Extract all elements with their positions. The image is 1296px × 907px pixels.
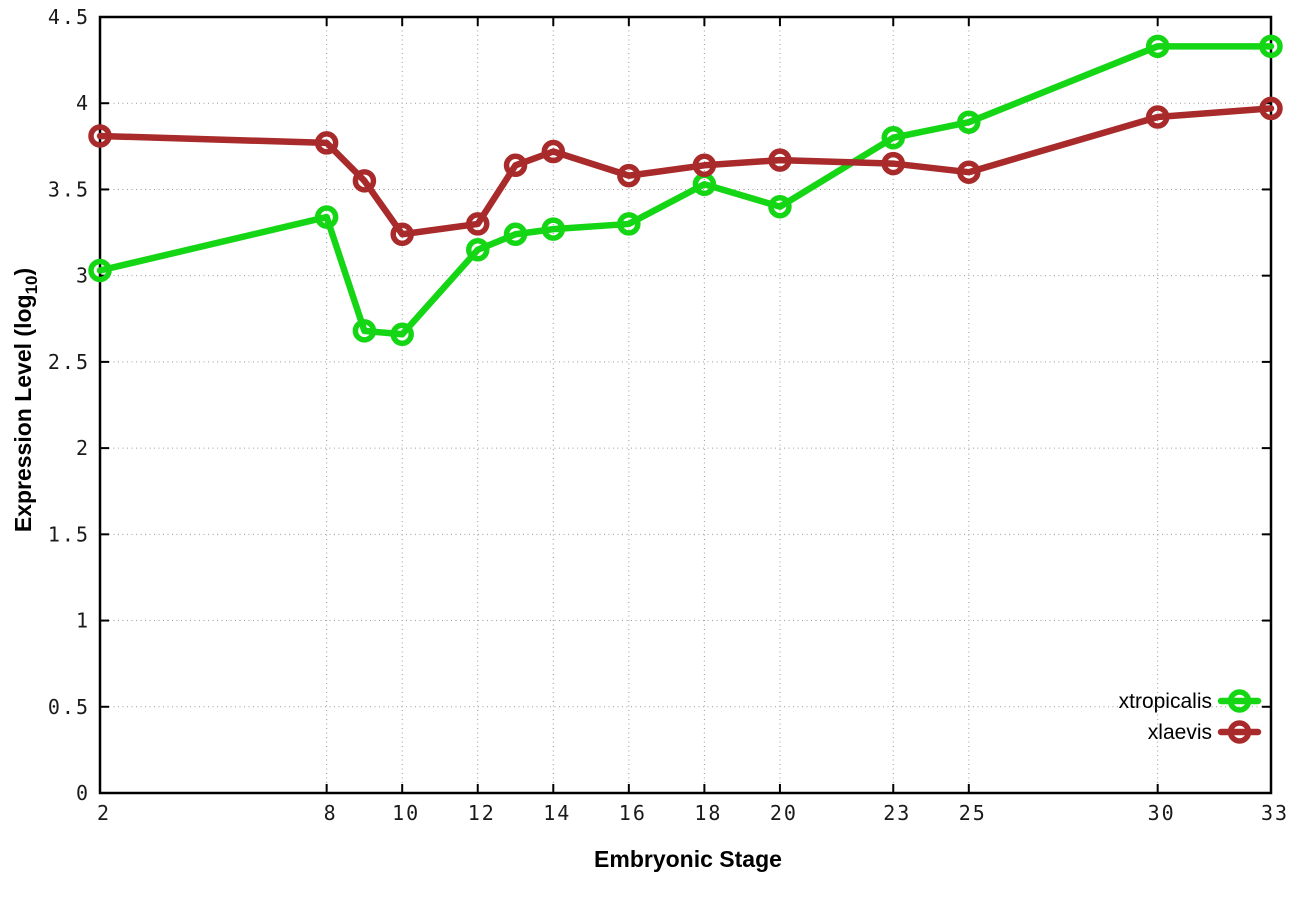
- svg-text:33: 33: [1261, 801, 1289, 825]
- y-axis-title: Expression Level (log10): [10, 268, 42, 532]
- svg-text:0: 0: [76, 781, 90, 805]
- data-point-xtropicalis-stage-9: [352, 319, 377, 343]
- svg-text:3: 3: [76, 264, 90, 288]
- legend-marker-xtropicalis: [1227, 689, 1252, 713]
- data-point-xlaevis-stage-9: [352, 169, 377, 193]
- data-point-xtropicalis-stage-2: [88, 258, 112, 283]
- data-point-xlaevis-stage-25: [957, 160, 981, 184]
- data-point-xtropicalis-stage-20: [768, 194, 792, 219]
- data-point-xtropicalis-stage-23: [881, 125, 906, 150]
- data-point-xlaevis-stage-16: [617, 163, 641, 188]
- y-axis-title-close: ): [10, 267, 37, 276]
- svg-text:0.5: 0.5: [48, 695, 90, 719]
- legend-label-xtropicalis: xtropicalis: [1119, 690, 1212, 713]
- data-point-xtropicalis-stage-30: [1145, 34, 1170, 59]
- svg-text:1.5: 1.5: [48, 522, 90, 546]
- y-tick-labels: 0 0.5 1 1.5 2 2.5 3 3.5 4 4.5: [48, 5, 90, 805]
- svg-text:20: 20: [770, 801, 798, 825]
- data-point-xlaevis-stage-18: [692, 153, 717, 178]
- data-point-xtropicalis-stage-10: [390, 322, 414, 347]
- series-xlaevis: [88, 96, 1283, 247]
- svg-text:10: 10: [392, 801, 420, 825]
- svg-text:2: 2: [76, 436, 90, 460]
- legend: xtropicalis xlaevis: [1119, 689, 1262, 744]
- tick-marks: [99, 16, 1272, 794]
- svg-text:4.5: 4.5: [48, 5, 90, 29]
- data-point-xlaevis-stage-33: [1259, 96, 1283, 121]
- data-point-xtropicalis-stage-25: [957, 110, 981, 134]
- data-point-xlaevis-stage-23: [881, 151, 906, 176]
- legend-marker-xlaevis: [1227, 720, 1252, 744]
- data-point-xlaevis-stage-14: [541, 139, 566, 164]
- svg-text:25: 25: [959, 801, 987, 825]
- plot-border: [98, 15, 1273, 795]
- data-point-xtropicalis-stage-12: [465, 238, 490, 262]
- svg-text:3.5: 3.5: [48, 177, 90, 201]
- data-point-xtropicalis-stage-13: [503, 222, 528, 247]
- svg-text:23: 23: [883, 801, 911, 825]
- data-point-xtropicalis-stage-16: [617, 212, 641, 236]
- x-axis-title: Embryonic Stage: [594, 846, 782, 872]
- svg-text:14: 14: [543, 801, 571, 825]
- data-point-xlaevis-stage-20: [768, 148, 792, 172]
- data-point-xlaevis-stage-30: [1145, 105, 1170, 129]
- data-point-xlaevis-stage-10: [390, 222, 414, 247]
- svg-text:1: 1: [76, 609, 90, 633]
- y-axis-title-text: Expression Level (log: [10, 294, 37, 533]
- svg-text:2: 2: [97, 801, 111, 825]
- svg-text:12: 12: [468, 801, 496, 825]
- data-point-xtropicalis-stage-33: [1259, 34, 1283, 59]
- svg-text:16: 16: [619, 801, 647, 825]
- svg-text:8: 8: [324, 801, 338, 825]
- svg-text:18: 18: [694, 801, 722, 825]
- data-point-xlaevis-stage-13: [503, 153, 528, 178]
- series-xtropicalis: [88, 34, 1283, 347]
- data-point-xlaevis-stage-12: [465, 212, 490, 236]
- data-point-xlaevis-stage-2: [88, 124, 112, 148]
- data-point-xlaevis-stage-8: [314, 131, 339, 155]
- svg-text:30: 30: [1148, 801, 1176, 825]
- x-tick-labels: 2 8 10 12 14 16 18 20 23 25 30 33: [97, 801, 1289, 825]
- data-point-xtropicalis-stage-8: [314, 205, 339, 229]
- legend-label-xlaevis: xlaevis: [1148, 721, 1212, 744]
- data-point-xtropicalis-stage-14: [541, 217, 566, 241]
- svg-text:4: 4: [76, 91, 90, 115]
- y-axis-title-subscript: 10: [21, 275, 41, 295]
- svg-text:2.5: 2.5: [48, 350, 90, 374]
